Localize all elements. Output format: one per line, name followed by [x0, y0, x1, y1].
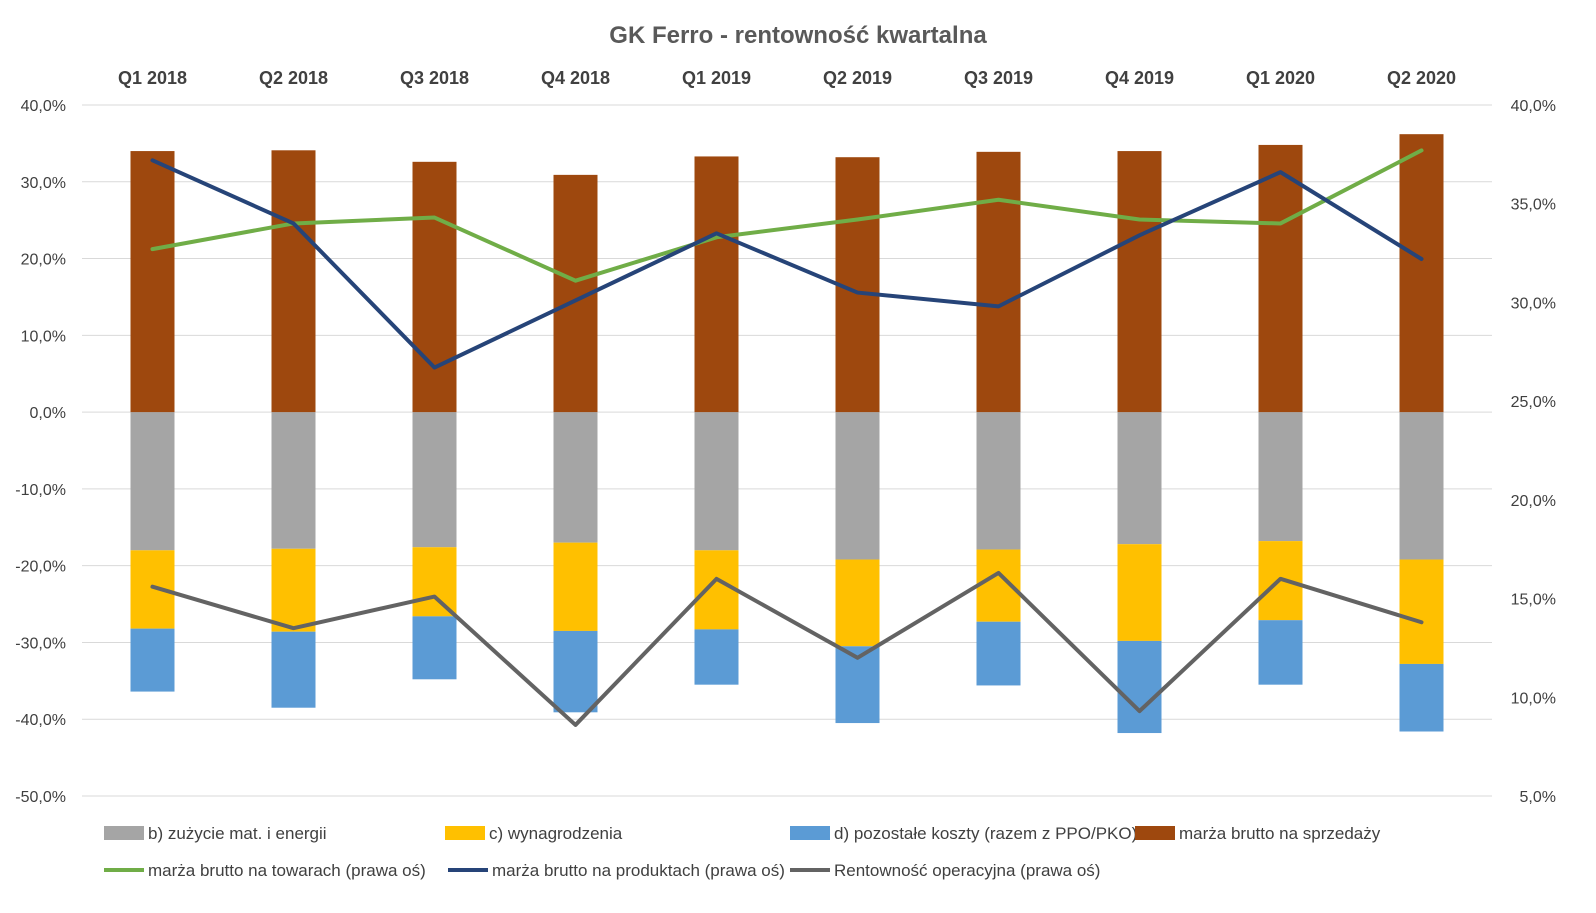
legend-swatch [790, 826, 830, 840]
bar-segment [694, 412, 739, 551]
bar-segment [1117, 151, 1162, 413]
bar-segment [553, 412, 598, 543]
left-tick-label: 30,0% [21, 175, 66, 192]
right-tick-label: 40,0% [1511, 98, 1556, 115]
bar-segment [271, 631, 316, 708]
legend-label: marża brutto na towarach (prawa oś) [148, 861, 426, 880]
right-tick-label: 15,0% [1511, 592, 1556, 609]
bar-segment [694, 156, 739, 413]
right-tick-label: 20,0% [1511, 493, 1556, 510]
bar-segment [1117, 412, 1162, 545]
bar-segment [130, 412, 175, 551]
category-label: Q4 2019 [1105, 68, 1174, 88]
category-label: Q1 2019 [682, 68, 751, 88]
legend-swatch [445, 826, 485, 840]
bar-segment [412, 412, 457, 548]
bar-segment [835, 412, 880, 560]
bar-segment [976, 621, 1021, 686]
bar-segment [130, 151, 175, 413]
legend-swatch [104, 826, 144, 840]
left-tick-label: -20,0% [15, 559, 66, 576]
bar-segment [835, 559, 880, 647]
left-tick-label: -40,0% [15, 712, 66, 729]
legend-label: d) pozostałe koszty (razem z PPO/PKO) [834, 824, 1137, 843]
bar-segment [1399, 134, 1444, 413]
left-tick-label: 10,0% [21, 328, 66, 345]
legend-label: c) wynagrodzenia [489, 824, 623, 843]
bar-segment [1399, 412, 1444, 560]
bar-segment [412, 616, 457, 680]
left-tick-label: -10,0% [15, 482, 66, 499]
category-label: Q1 2020 [1246, 68, 1315, 88]
bar-segment [1117, 544, 1162, 641]
bar-segment [1258, 144, 1303, 413]
lines [150, 148, 1424, 727]
series-line [150, 148, 1424, 283]
left-tick-label: -50,0% [15, 789, 66, 806]
right-tick-label: 10,0% [1511, 690, 1556, 707]
bar-segment [1399, 559, 1444, 664]
category-label: Q2 2018 [259, 68, 328, 88]
series-line [150, 570, 1424, 727]
left-tick-label: 20,0% [21, 252, 66, 269]
category-label: Q1 2018 [118, 68, 187, 88]
right-tick-label: 35,0% [1511, 197, 1556, 214]
bar-segment [976, 151, 1021, 413]
bar-segment [1258, 412, 1303, 542]
legend-label: marża brutto na sprzedaży [1179, 824, 1381, 843]
bar-segment [412, 161, 457, 413]
left-tick-label: 40,0% [21, 98, 66, 115]
left-tick-label: 0,0% [30, 405, 66, 422]
left-axis-ticks: 40,0% 30,0% 20,0% 10,0% 0,0% -10,0% -20,0% -30,… [15, 98, 66, 806]
bar-segment [412, 547, 457, 617]
bar-segment [553, 542, 598, 631]
bar-segment [130, 628, 175, 692]
gridlines [82, 104, 1492, 797]
series-line [150, 158, 1424, 370]
category-label: Q3 2019 [964, 68, 1033, 88]
category-label: Q4 2018 [541, 68, 610, 88]
legend-swatch [1135, 826, 1175, 840]
bar-segment [976, 412, 1021, 550]
legend: b) zużycie mat. i energii c) wynagrodzeni… [104, 824, 1381, 880]
right-tick-label: 25,0% [1511, 394, 1556, 411]
legend-label: Rentowność operacyjna (prawa oś) [834, 861, 1100, 880]
chart-title: GK Ferro - rentowność kwartalna [609, 22, 987, 49]
legend-label: marża brutto na produktach (prawa oś) [492, 861, 785, 880]
bars [130, 134, 1444, 734]
bar-segment [553, 630, 598, 713]
bar-segment [271, 412, 316, 549]
category-label: Q3 2018 [400, 68, 469, 88]
right-tick-label: 30,0% [1511, 295, 1556, 312]
bar-segment [271, 150, 316, 413]
right-axis-ticks: 40,0% 35,0% 30,0% 25,0% 20,0% 15,0% 10,0% 5,0% [1511, 98, 1556, 806]
left-tick-label: -30,0% [15, 635, 66, 652]
category-labels: Q1 2018 Q2 2018 Q3 2018 Q4 2018 Q1 2019 Q2 20… [118, 68, 1456, 88]
bar-segment [694, 629, 739, 685]
bar-segment [1117, 640, 1162, 734]
right-tick-label: 5,0% [1520, 789, 1556, 806]
category-label: Q2 2019 [823, 68, 892, 88]
bar-segment [1258, 620, 1303, 685]
legend-label: b) zużycie mat. i energii [148, 824, 327, 843]
bar-segment [1399, 663, 1444, 732]
category-label: Q2 2020 [1387, 68, 1456, 88]
bar-segment [271, 548, 316, 632]
bar-segment [694, 550, 739, 630]
